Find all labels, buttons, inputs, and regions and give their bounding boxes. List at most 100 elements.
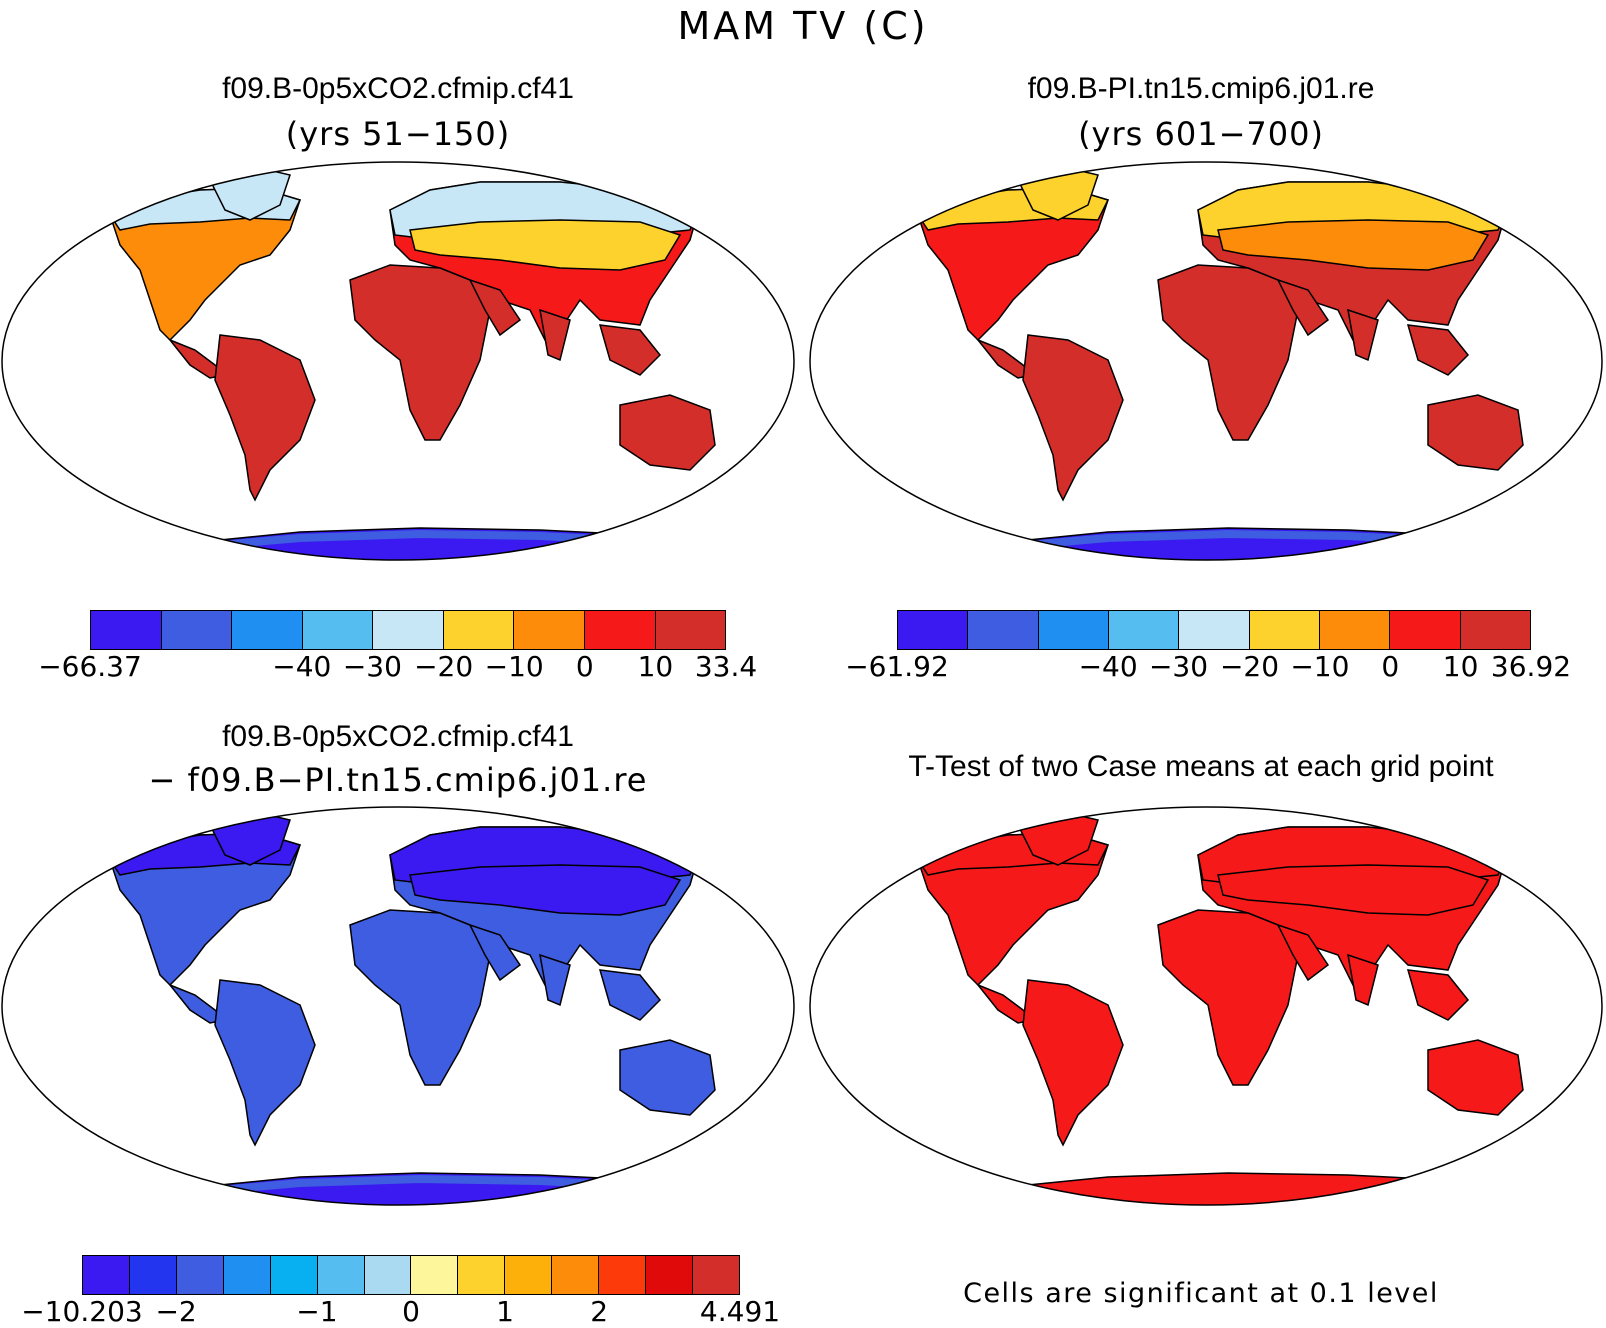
- panel2-colorbar-labels: −61.92 −40 −30 −20 −10 0 10 36.92: [0, 650, 1606, 690]
- panel2-subtitle: (yrs 601−700): [1078, 115, 1324, 153]
- colorbar-swatch: [83, 1256, 130, 1294]
- colorbar-swatch: [552, 1256, 600, 1294]
- colorbar-tick-label: −10.203: [21, 1295, 143, 1328]
- colorbar-swatch: [411, 1256, 459, 1294]
- map-frame: [809, 161, 1603, 561]
- colorbar-swatch: [317, 1256, 365, 1294]
- colorbar-swatch: [1460, 611, 1530, 649]
- colorbar-swatch: [599, 1256, 647, 1294]
- region-africa: [1157, 264, 1299, 441]
- colorbar-tick-label: −1: [296, 1295, 338, 1328]
- panel2-colorbar: [897, 610, 1531, 650]
- colorbar-swatch: [1390, 611, 1461, 649]
- colorbar-swatch: [91, 611, 162, 649]
- colorbar-swatch: [302, 611, 374, 649]
- panel2-map: [809, 161, 1603, 561]
- colorbar-tick-label: −10: [484, 650, 544, 683]
- region-arabia: [1276, 278, 1330, 337]
- map-frame: [809, 806, 1603, 1206]
- colorbar-tick-label: 0: [402, 1295, 420, 1328]
- region-africa: [1157, 909, 1299, 1086]
- colorbar-swatch: [176, 1256, 224, 1294]
- colorbar-tick-label: −10: [1290, 650, 1350, 683]
- region-seAsia: [598, 324, 662, 376]
- colorbar-swatch: [270, 1256, 318, 1294]
- colorbar-tick-label: −40: [272, 650, 332, 683]
- colorbar-tick-label: −30: [342, 650, 402, 683]
- region-africa: [349, 264, 491, 441]
- colorbar-tick-label: 33.4: [694, 650, 758, 683]
- map-frame: [1, 806, 795, 1206]
- region-arabia: [468, 923, 522, 982]
- region-australia: [619, 394, 716, 471]
- region-india: [1347, 953, 1379, 1007]
- region-seAsia: [1406, 969, 1470, 1021]
- colorbar-swatch: [898, 611, 969, 649]
- colorbar-tick-label: −30: [1148, 650, 1209, 683]
- colorbar-swatch: [692, 1256, 739, 1294]
- region-eurasiaMid: [1217, 219, 1490, 271]
- land-fill-layer: [916, 812, 1524, 1205]
- land-fill-layer: [108, 812, 716, 1205]
- region-arabia: [1276, 923, 1330, 982]
- colorbar-swatch: [443, 611, 515, 649]
- panel1-title: f09.B-0p5xCO2.cfmip.cf41: [222, 72, 574, 105]
- region-southAmerica: [214, 334, 316, 502]
- region-southAmerica: [1022, 979, 1124, 1147]
- panel1-colorbar-labels: −66.37 −40 −30 −20 −10 0 10 33.4: [0, 650, 796, 690]
- colorbar-swatch: [129, 1256, 177, 1294]
- colorbar-tick-label: −66.37: [38, 650, 142, 683]
- region-india: [1347, 308, 1379, 362]
- panel3-title: f09.B-0p5xCO2.cfmip.cf41: [222, 720, 574, 753]
- colorbar-tick-label: 0: [575, 650, 594, 683]
- colorbar-swatch: [223, 1256, 271, 1294]
- region-australia: [1427, 1039, 1524, 1116]
- colorbar-tick-label: −61.92: [845, 650, 949, 683]
- colorbar-swatch: [1319, 611, 1391, 649]
- panel4-map: [809, 806, 1603, 1206]
- land-fill-layer: [916, 167, 1524, 560]
- panel2-title: f09.B-PI.tn15.cmip6.j01.re: [1027, 72, 1375, 105]
- significance-note: Cells are significant at 0.1 level: [963, 1278, 1439, 1309]
- colorbar-swatch: [584, 611, 656, 649]
- colorbar-swatch: [1249, 611, 1320, 649]
- colorbar-tick-label: −2: [155, 1295, 197, 1328]
- region-eurasiaMid: [409, 219, 682, 271]
- colorbar-swatch: [364, 1256, 412, 1294]
- region-india: [539, 953, 571, 1007]
- colorbar-tick-label: 0: [1381, 650, 1400, 683]
- colorbar-swatch: [646, 1256, 693, 1294]
- region-eurasiaMid: [1217, 864, 1490, 916]
- colorbar-tick-label: 4.491: [699, 1295, 781, 1328]
- figure-title: MAM TV (C): [677, 4, 929, 48]
- region-seAsia: [1406, 324, 1470, 376]
- colorbar-swatch: [1179, 611, 1250, 649]
- colorbar-tick-label: −20: [414, 650, 474, 683]
- colorbar-swatch: [1108, 611, 1180, 649]
- region-seAsia: [598, 969, 662, 1021]
- colorbar-swatch: [232, 611, 303, 649]
- colorbar-swatch: [161, 611, 233, 649]
- colorbar-swatch: [514, 611, 585, 649]
- panel3-map: [1, 806, 795, 1206]
- region-southAmerica: [214, 979, 316, 1147]
- panel1-colorbar: [90, 610, 726, 650]
- colorbar-tick-label: 1: [496, 1295, 515, 1328]
- panel1-subtitle: (yrs 51−150): [285, 115, 511, 153]
- colorbar-swatch: [968, 611, 1039, 649]
- colorbar-tick-label: 2: [590, 1295, 609, 1328]
- region-india: [539, 308, 571, 362]
- colorbar-tick-label: −20: [1219, 650, 1280, 683]
- colorbar-swatch: [373, 611, 444, 649]
- region-arabia: [468, 278, 522, 337]
- region-southAmerica: [1022, 334, 1124, 502]
- region-australia: [619, 1039, 716, 1116]
- panel3-subtitle: − f09.B−PI.tn15.cmip6.j01.re: [148, 761, 648, 799]
- colorbar-swatch: [458, 1256, 506, 1294]
- panel1-map: [1, 161, 795, 561]
- region-eurasiaMid: [409, 864, 682, 916]
- colorbar-tick-label: 10: [637, 650, 674, 683]
- colorbar-swatch: [655, 611, 726, 649]
- land-fill-layer: [108, 167, 716, 560]
- colorbar-tick-label: −40: [1078, 650, 1138, 683]
